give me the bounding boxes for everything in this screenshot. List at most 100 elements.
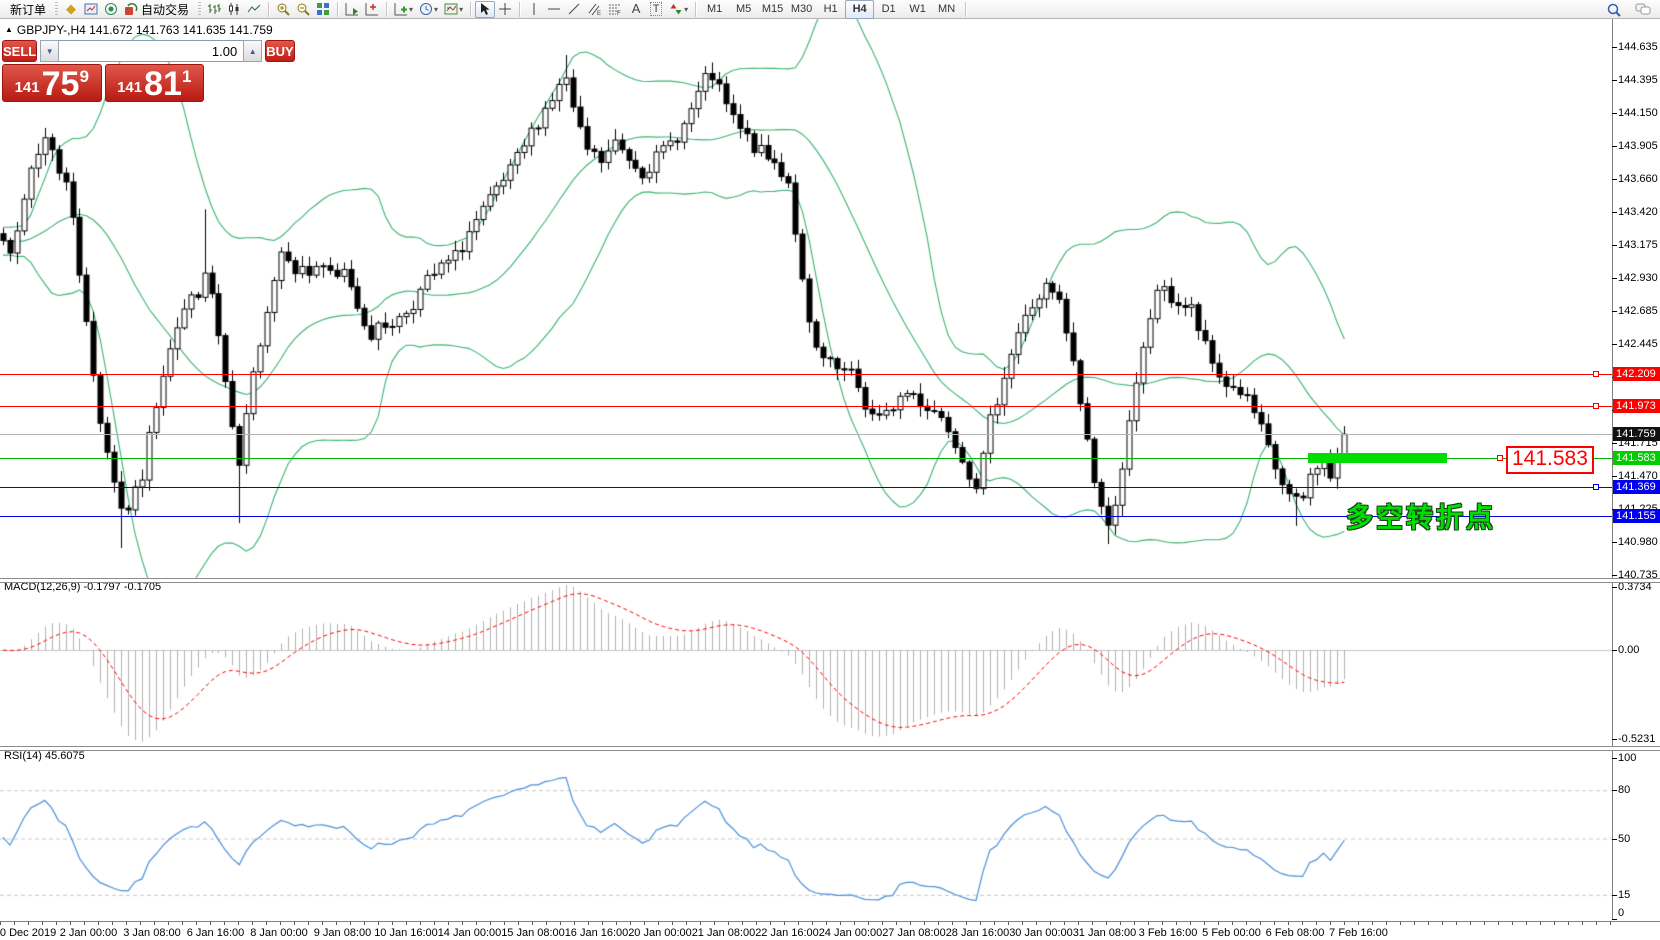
time-label: 31 Jan 08:00 <box>1072 927 1137 939</box>
price-tick <box>1612 47 1617 48</box>
horizontal-line-icon[interactable] <box>544 1 564 18</box>
price-tick-label: 143.175 <box>1618 239 1658 251</box>
timeframe-m15[interactable]: M15 <box>761 2 784 15</box>
indicators-icon[interactable]: ▾ <box>391 1 416 18</box>
timeframe-h4[interactable]: H4 <box>845 0 875 19</box>
macd-tick <box>1612 587 1617 588</box>
line-handle-marker[interactable] <box>1593 371 1599 377</box>
turning-point-annotation[interactable]: 多空转折点 <box>1346 503 1496 533</box>
price-tick-label: 142.930 <box>1618 272 1658 284</box>
price-level-label[interactable]: 141.583 <box>1506 446 1594 474</box>
timeframe-mn[interactable]: MN <box>938 2 956 15</box>
toolbar-separator <box>695 1 697 17</box>
pane-splitter-rsi[interactable] <box>0 746 1660 751</box>
label-connector-line <box>1447 458 1499 459</box>
vertical-line-icon[interactable] <box>524 1 544 18</box>
line-handle-marker[interactable] <box>1593 403 1599 409</box>
svg-text:E: E <box>597 11 601 16</box>
timeframe-m5[interactable]: M5 <box>735 2 752 15</box>
buy-button[interactable]: BUY <box>265 40 295 62</box>
timeframe-d1[interactable]: D1 <box>881 2 896 15</box>
cursor-icon[interactable] <box>475 0 496 18</box>
zoom-in-icon[interactable] <box>273 1 293 18</box>
price-tick-label: 144.395 <box>1618 74 1658 86</box>
time-axis[interactable]: 30 Dec 2019 2 Jan 00:00 3 Jan 08:00 6 Jan 1… <box>0 921 1660 940</box>
bar-chart-icon[interactable] <box>204 1 224 18</box>
toolbar-separator <box>470 1 472 17</box>
rsi-tick <box>1612 919 1617 920</box>
time-label: 21 Jan 08:00 <box>691 927 756 939</box>
svg-text:F: F <box>617 11 621 16</box>
sell-button[interactable]: SELL <box>2 40 38 62</box>
time-label: 3 Jan 08:00 <box>123 927 181 939</box>
horizontal-line-141.583[interactable] <box>0 458 1612 459</box>
charts-window-icon[interactable] <box>81 1 101 18</box>
highlighted-support-segment[interactable] <box>1308 453 1447 463</box>
price-tick <box>1612 146 1617 147</box>
macd-tick <box>1612 650 1617 651</box>
timeframe-m30[interactable]: M30 <box>790 2 813 15</box>
horizontal-line-141.973[interactable] <box>0 406 1612 407</box>
time-label: 6 Feb 08:00 <box>1265 927 1325 939</box>
time-label: 5 Feb 00:00 <box>1202 927 1261 939</box>
chart-header: ▲ GBPJPY-,H4 141.672 141.763 141.635 141… <box>5 23 273 37</box>
templates-icon[interactable]: ▾ <box>441 1 466 18</box>
pane-splitter-macd[interactable] <box>0 578 1660 583</box>
price-tick-label: 144.150 <box>1618 107 1658 119</box>
metaquotes-icon[interactable]: ◆ <box>61 1 81 18</box>
chart-title-text: GBPJPY-,H4 141.672 141.763 141.635 141.7… <box>16 23 273 37</box>
time-label: 6 Jan 16:00 <box>186 927 245 939</box>
oct-toggle-icon[interactable]: ▲ <box>5 25 13 34</box>
text-label-icon[interactable]: T <box>646 1 666 18</box>
time-label: 15 Jan 08:00 <box>501 927 565 939</box>
toolbar-separator <box>268 1 270 17</box>
volume-increase-icon[interactable]: ▲ <box>243 40 263 62</box>
timeframe-h1[interactable]: H1 <box>823 2 838 15</box>
rsi-tick <box>1612 758 1617 759</box>
candlestick-chart-icon[interactable] <box>224 1 244 18</box>
price-badge-141.583: 141.583 <box>1613 451 1660 465</box>
time-label: 8 Jan 00:00 <box>250 927 308 939</box>
new-order-button[interactable]: 新订单 <box>4 1 52 18</box>
periods-icon[interactable]: ▾ <box>416 1 441 18</box>
rsi-tick-label: 80 <box>1618 784 1631 796</box>
price-tick-label: 143.660 <box>1618 173 1658 185</box>
time-label: 20 Jan 00:00 <box>628 927 692 939</box>
timeframe-w1[interactable]: W1 <box>909 2 926 15</box>
rsi-label: RSI(14) 45.6075 <box>4 750 85 762</box>
equidistant-channel-icon[interactable]: E <box>584 1 605 18</box>
price-badge-141.369: 141.369 <box>1613 480 1660 494</box>
timeframe-m1[interactable]: M1 <box>706 2 723 15</box>
sell-price-integer: 141 <box>14 79 40 96</box>
label-anchor-marker[interactable] <box>1497 455 1503 461</box>
volume-input[interactable] <box>59 40 244 62</box>
horizontal-line-141.759[interactable] <box>0 434 1612 435</box>
horizontal-line-141.369[interactable] <box>0 487 1612 488</box>
buy-price-button[interactable]: 141 81 1 <box>104 64 204 102</box>
auto-trading-button[interactable]: 自动交易 <box>121 1 195 18</box>
zoom-out-icon[interactable] <box>293 1 313 18</box>
chat-icon[interactable] <box>1632 1 1654 18</box>
search-icon[interactable] <box>1604 1 1624 18</box>
sell-price-button[interactable]: 141 75 9 <box>2 64 102 102</box>
auto-scroll-icon[interactable] <box>342 1 362 18</box>
trendline-icon[interactable] <box>564 1 584 18</box>
text-icon[interactable]: A <box>626 1 646 18</box>
chart-shift-icon[interactable] <box>362 1 382 18</box>
horizontal-line-142.209[interactable] <box>0 374 1612 375</box>
tile-windows-icon[interactable] <box>313 1 333 18</box>
volume-decrease-icon[interactable]: ▼ <box>40 40 60 62</box>
arrows-icon[interactable]: ▾ <box>666 1 691 18</box>
new-order-label: 新订单 <box>10 2 47 17</box>
line-handle-marker[interactable] <box>1593 484 1599 490</box>
fibonacci-icon[interactable]: F <box>605 1 626 18</box>
time-label: 16 Jan 16:00 <box>564 927 629 939</box>
signals-icon[interactable] <box>101 1 121 18</box>
rsi-tick <box>1612 839 1617 840</box>
price-tick <box>1612 476 1617 477</box>
crosshair-icon[interactable] <box>495 1 515 18</box>
main-toolbar: 新订单 ◆ 自动交易 ▾ ▾ ▾ E F A T ▾ <box>0 0 1660 19</box>
horizontal-line-141.155[interactable] <box>0 516 1612 517</box>
line-chart-icon[interactable] <box>244 1 264 18</box>
